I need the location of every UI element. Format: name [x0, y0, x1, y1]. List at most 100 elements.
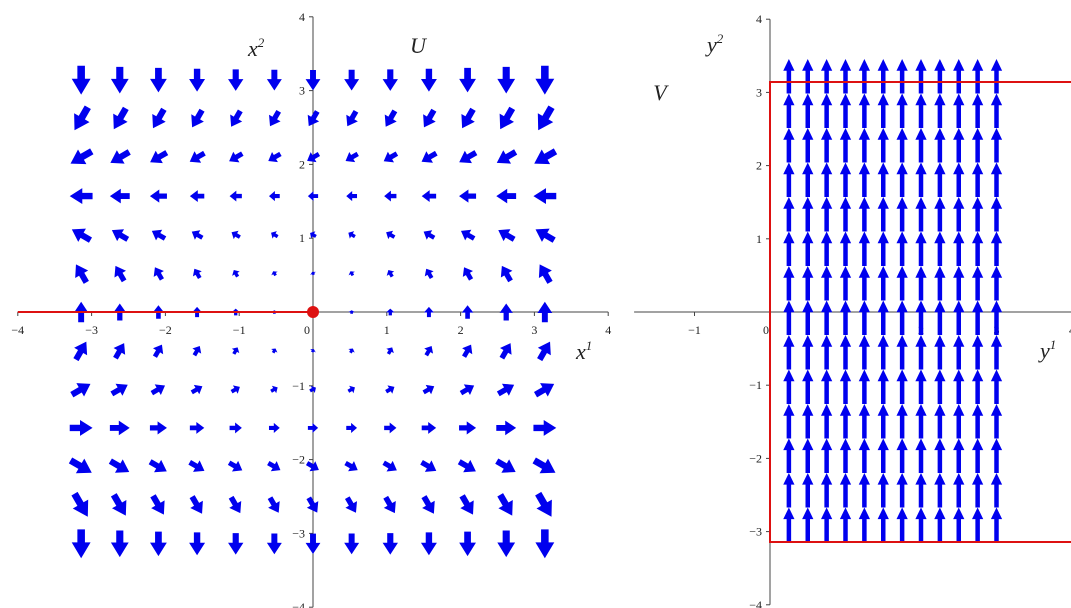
field-arrow [878, 128, 889, 163]
field-arrow [191, 109, 204, 128]
field-arrow [802, 197, 813, 231]
field-arrow [497, 384, 514, 397]
field-arrow [386, 309, 394, 316]
field-arrow [230, 422, 242, 433]
field-arrow [783, 94, 794, 129]
field-arrow [802, 404, 813, 438]
field-arrow [424, 230, 436, 239]
field-arrow [189, 69, 205, 92]
field-arrow [191, 385, 203, 394]
field-arrow [840, 335, 851, 369]
field-arrow [150, 421, 167, 434]
field-arrow [821, 197, 832, 231]
field-arrow [878, 163, 889, 197]
field-arrow [897, 507, 908, 541]
field-arrow [859, 369, 870, 403]
field-arrow [310, 349, 316, 353]
field-arrow [991, 507, 1002, 541]
field-arrow [384, 422, 396, 433]
field-arrow [821, 266, 832, 300]
field-arrow [802, 232, 813, 266]
field-arrow [387, 270, 395, 277]
field-arrow [783, 335, 794, 369]
field-arrow [459, 189, 476, 202]
field-arrow [821, 507, 832, 541]
field-arrow [463, 267, 473, 280]
field-arrow [533, 420, 556, 436]
field-arrow [420, 460, 436, 472]
field-arrow [497, 493, 512, 516]
field-arrow [153, 345, 163, 358]
field-arrow [991, 163, 1002, 197]
field-arrow [783, 369, 794, 403]
field-arrow [72, 66, 91, 95]
field-arrow [934, 301, 945, 335]
field-arrow [840, 59, 851, 93]
field-arrow [821, 438, 832, 472]
field-arrow [991, 404, 1002, 438]
field-arrow [897, 128, 908, 163]
y-tick-label: 2 [756, 159, 762, 173]
field-arrow [306, 461, 319, 471]
field-arrow [915, 232, 926, 266]
field-arrow [385, 109, 398, 126]
field-arrow [307, 152, 320, 162]
field-arrow [897, 301, 908, 335]
field-arrow [840, 232, 851, 266]
region-label-u: U [410, 33, 428, 58]
field-arrow [110, 149, 130, 163]
field-arrow [344, 70, 359, 91]
field-arrow [991, 369, 1002, 403]
field-arrow [425, 269, 434, 279]
field-arrow [915, 404, 926, 438]
y-tick-label: −3 [749, 525, 762, 539]
field-arrow [802, 507, 813, 541]
field-arrow [859, 197, 870, 231]
field-arrow [496, 189, 516, 204]
field-arrow [878, 197, 889, 231]
field-arrow [972, 438, 983, 472]
x-tick-label: 0 [763, 323, 769, 337]
field-arrow [840, 128, 851, 163]
field-arrow [459, 494, 473, 514]
field-arrow [348, 231, 355, 239]
field-arrow [459, 68, 476, 93]
x-tick-label: 1 [384, 323, 390, 337]
field-arrow [534, 148, 557, 164]
field-arrow [897, 232, 908, 266]
field-arrow [953, 473, 964, 507]
field-arrow [821, 369, 832, 403]
y-tick-label: 3 [299, 84, 305, 98]
field-arrow [422, 190, 436, 202]
field-arrow [897, 335, 908, 369]
field-arrow [495, 458, 515, 472]
field-arrow [268, 496, 280, 512]
field-arrow [783, 301, 794, 335]
field-arrow [113, 107, 128, 130]
field-arrow [267, 70, 282, 91]
field-arrow [783, 59, 794, 93]
field-arrow [840, 197, 851, 231]
field-arrow [72, 229, 92, 243]
y-tick-label: −4 [292, 600, 305, 608]
field-arrow [383, 69, 398, 91]
field-arrow [840, 507, 851, 541]
field-arrow [73, 342, 87, 361]
field-arrow [878, 369, 889, 403]
x-tick-label: −2 [159, 323, 172, 337]
field-arrow [934, 128, 945, 163]
field-arrow [386, 347, 394, 354]
field-arrow [953, 369, 964, 403]
field-arrow [382, 461, 396, 472]
field-arrow [230, 109, 243, 126]
field-arrow [915, 94, 926, 129]
field-arrow [840, 473, 851, 507]
field-arrow [859, 266, 870, 300]
field-arrow [972, 507, 983, 541]
field-arrow [537, 302, 552, 322]
field-arrow [231, 385, 240, 393]
field-arrow [972, 266, 983, 300]
field-arrow [915, 59, 926, 93]
field-arrow [972, 94, 983, 129]
field-arrow [500, 343, 512, 359]
